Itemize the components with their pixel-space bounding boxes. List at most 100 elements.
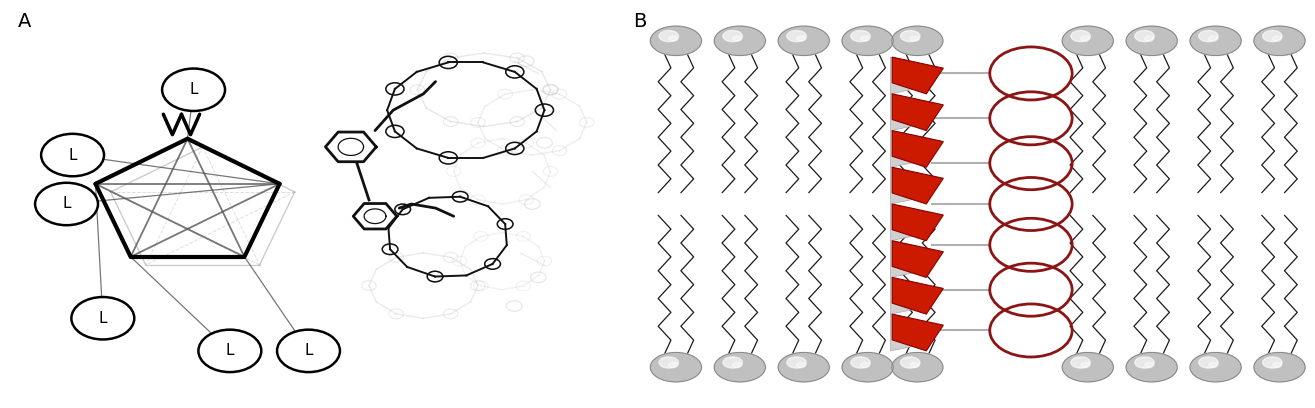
Circle shape: [1199, 357, 1218, 368]
Circle shape: [778, 26, 830, 55]
Circle shape: [797, 36, 806, 41]
Circle shape: [1208, 362, 1218, 368]
Polygon shape: [892, 57, 943, 94]
Text: L: L: [189, 82, 197, 97]
Circle shape: [714, 26, 765, 55]
Ellipse shape: [651, 356, 701, 380]
Circle shape: [1208, 36, 1218, 41]
Circle shape: [1144, 36, 1153, 41]
Polygon shape: [892, 204, 943, 241]
Circle shape: [851, 357, 871, 368]
Circle shape: [842, 353, 893, 382]
Circle shape: [732, 36, 742, 41]
Text: B: B: [634, 12, 647, 31]
Circle shape: [1135, 31, 1155, 42]
Circle shape: [797, 362, 806, 368]
Circle shape: [1126, 353, 1177, 382]
Circle shape: [723, 357, 743, 368]
Circle shape: [1063, 26, 1114, 55]
Circle shape: [1262, 357, 1282, 368]
Circle shape: [669, 362, 679, 368]
Circle shape: [786, 357, 806, 368]
Text: L: L: [99, 311, 107, 326]
Circle shape: [901, 31, 920, 42]
Ellipse shape: [892, 30, 943, 53]
Circle shape: [860, 362, 869, 368]
Ellipse shape: [1255, 356, 1304, 380]
Polygon shape: [890, 57, 918, 94]
Circle shape: [71, 297, 134, 339]
Circle shape: [860, 36, 869, 41]
Circle shape: [1273, 36, 1282, 41]
Circle shape: [786, 31, 806, 42]
Circle shape: [1070, 31, 1090, 42]
Circle shape: [199, 330, 262, 372]
Polygon shape: [890, 131, 918, 167]
Circle shape: [277, 330, 341, 372]
Circle shape: [892, 26, 943, 55]
Circle shape: [1273, 362, 1282, 368]
Ellipse shape: [1126, 356, 1177, 380]
Circle shape: [651, 26, 701, 55]
Ellipse shape: [892, 356, 943, 380]
Polygon shape: [890, 241, 918, 277]
Circle shape: [1190, 353, 1241, 382]
Circle shape: [41, 134, 104, 176]
Text: L: L: [68, 148, 76, 162]
Ellipse shape: [714, 30, 765, 53]
Polygon shape: [890, 94, 918, 131]
Circle shape: [1190, 26, 1241, 55]
Circle shape: [714, 353, 765, 382]
Circle shape: [778, 353, 830, 382]
Ellipse shape: [1190, 30, 1241, 53]
Ellipse shape: [1063, 356, 1114, 380]
Circle shape: [1144, 362, 1153, 368]
Ellipse shape: [651, 30, 701, 53]
Polygon shape: [892, 241, 943, 277]
Circle shape: [901, 357, 920, 368]
Polygon shape: [892, 277, 943, 314]
Circle shape: [651, 353, 701, 382]
Circle shape: [1081, 362, 1090, 368]
Circle shape: [851, 31, 871, 42]
Polygon shape: [892, 314, 943, 351]
Ellipse shape: [778, 356, 830, 380]
Circle shape: [732, 362, 742, 368]
Ellipse shape: [1126, 30, 1177, 53]
Ellipse shape: [842, 30, 893, 53]
Circle shape: [910, 362, 919, 368]
Circle shape: [1135, 357, 1155, 368]
Ellipse shape: [1190, 356, 1241, 380]
Circle shape: [723, 31, 743, 42]
Ellipse shape: [1255, 30, 1304, 53]
Circle shape: [1199, 31, 1218, 42]
Circle shape: [36, 183, 99, 225]
Polygon shape: [890, 204, 918, 241]
Circle shape: [1070, 357, 1090, 368]
Circle shape: [659, 357, 679, 368]
Polygon shape: [890, 167, 918, 204]
Polygon shape: [892, 131, 943, 167]
Polygon shape: [892, 167, 943, 204]
Circle shape: [1063, 353, 1114, 382]
Circle shape: [1255, 26, 1304, 55]
Circle shape: [842, 26, 893, 55]
Polygon shape: [892, 94, 943, 131]
Circle shape: [659, 31, 679, 42]
Ellipse shape: [1063, 30, 1114, 53]
Circle shape: [1262, 31, 1282, 42]
Circle shape: [892, 353, 943, 382]
Circle shape: [162, 69, 225, 111]
Text: L: L: [62, 197, 71, 211]
Ellipse shape: [778, 30, 830, 53]
Polygon shape: [890, 277, 918, 314]
Circle shape: [1255, 353, 1304, 382]
Text: A: A: [18, 12, 32, 31]
Text: L: L: [226, 344, 234, 358]
Circle shape: [669, 36, 679, 41]
Ellipse shape: [842, 356, 893, 380]
Circle shape: [1126, 26, 1177, 55]
Circle shape: [910, 36, 919, 41]
Text: L: L: [304, 344, 313, 358]
Polygon shape: [890, 314, 918, 351]
